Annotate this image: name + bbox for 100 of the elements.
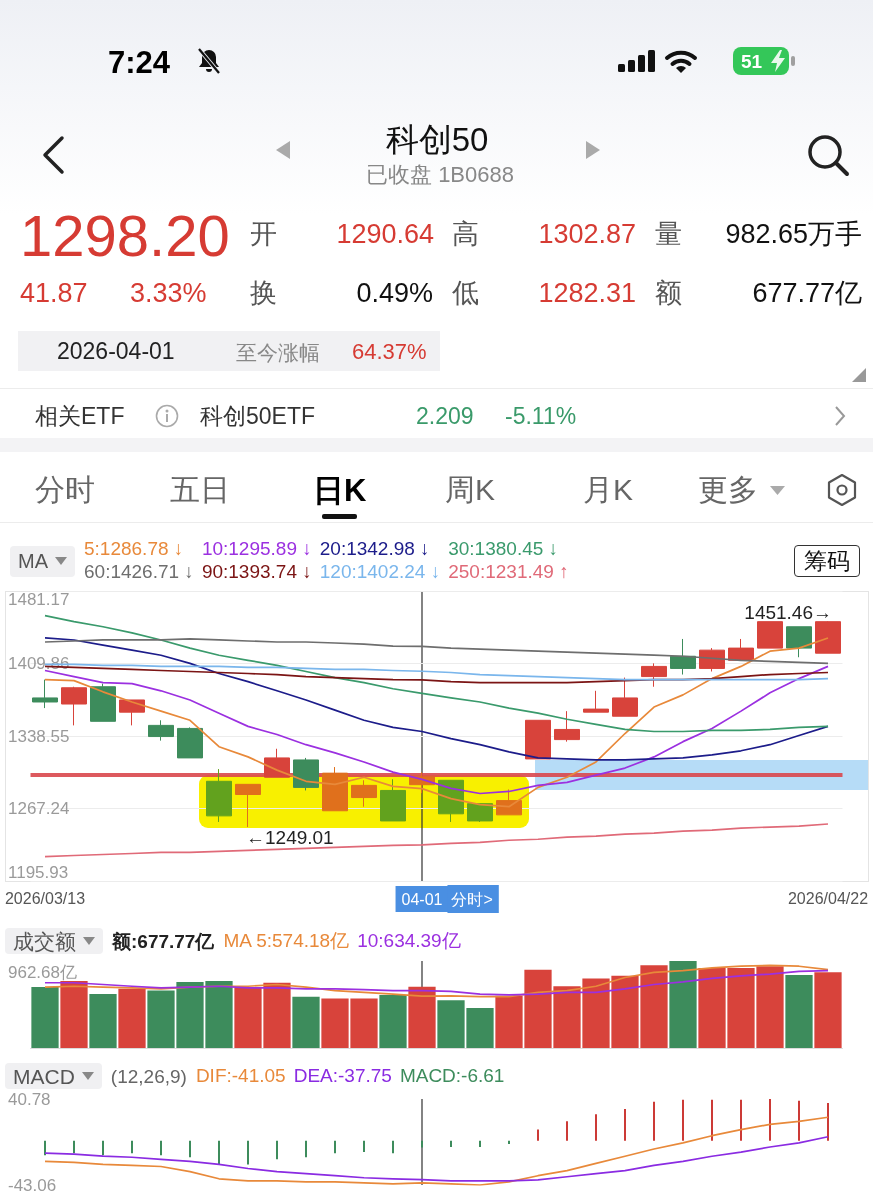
text: 1282.31 [538, 277, 636, 308]
text: 51 [741, 50, 763, 72]
text: 120:1402.24 ↓ [319, 561, 441, 583]
bar [363, 1140, 365, 1153]
text: DIF:-41.05 [195, 1064, 286, 1087]
text: 额:677.77亿 [112, 930, 215, 952]
bar [653, 1101, 655, 1141]
bar [60, 981, 88, 1048]
y-tick-label: 1338.55 [8, 726, 70, 746]
dropdown-button: MA [10, 545, 75, 577]
button: 筹码 [794, 545, 860, 577]
text: 64.37% [352, 339, 427, 364]
text: 677.77亿 [752, 277, 862, 308]
y-tick-label: 1195.93 [8, 863, 69, 882]
text: 2026-04-01 [57, 337, 175, 364]
annotation: 962.68亿 [8, 963, 77, 982]
bar [682, 1099, 684, 1141]
bar [392, 1140, 394, 1154]
bar [292, 996, 320, 1048]
text: 30:1380.45 ↓ [448, 538, 560, 560]
bar [160, 1140, 162, 1156]
series-label: MA 5:574.18亿 [223, 929, 350, 952]
text: 已收盘 1B0688 [366, 162, 514, 187]
bar [44, 1140, 46, 1156]
text: 相关ETF [35, 402, 125, 429]
text: MACD:-6.61 [399, 1064, 505, 1087]
bar [669, 961, 697, 1048]
text: 1302.87 [538, 218, 636, 249]
bar [218, 1140, 220, 1165]
bar [334, 1140, 336, 1154]
text: 周K [445, 473, 496, 506]
bar [814, 972, 842, 1048]
bar [379, 994, 407, 1048]
x-tick-label: 2026/03/13 [4, 889, 86, 907]
text: 分时 [35, 473, 95, 506]
text: 高 [452, 218, 479, 249]
text: 科创50ETF [200, 402, 316, 429]
text: 2.209 [416, 402, 474, 429]
text: 低 [452, 277, 479, 308]
text: 1290.64 [336, 218, 434, 249]
text: 科创50 [385, 120, 489, 158]
text: 20:1342.98 ↓ [319, 538, 431, 560]
text: 10:634.39亿 [357, 929, 461, 952]
annotation: ←1249.01 [246, 826, 334, 848]
text: 额 [655, 277, 682, 308]
text: 982.65万手 [725, 218, 862, 249]
bar [798, 1100, 800, 1141]
text: 60:1426.71 ↓ [84, 561, 194, 583]
bar [131, 1140, 133, 1154]
bar [118, 988, 146, 1048]
text: 250:1231.49 ↑ [448, 561, 569, 583]
text: 5:1286.78 ↓ [84, 538, 185, 560]
text: 开 [250, 218, 277, 249]
bar [73, 1140, 75, 1154]
x-tick-label: 04-01 [401, 890, 443, 908]
bar [189, 1140, 191, 1158]
bar [31, 987, 59, 1048]
text: 7:24 [108, 44, 171, 80]
text: 月K [583, 473, 634, 506]
bar [102, 1140, 104, 1156]
bar [508, 1140, 510, 1144]
x-tick-label: 2026/04/22 [787, 889, 869, 907]
y-tick-label: -43.06 [8, 1175, 57, 1195]
bar [305, 1140, 307, 1158]
bar [479, 1140, 481, 1147]
bar [711, 1099, 713, 1141]
bar [276, 1140, 278, 1160]
bar [421, 1140, 423, 1148]
text: 日K [313, 472, 367, 508]
bar [247, 1140, 249, 1165]
y-tick-label: 40.78 [8, 1089, 51, 1109]
bar [769, 1099, 771, 1141]
text: 90:1393.74 ↓ [201, 561, 312, 583]
y-tick-label: 1481.17 [8, 590, 70, 609]
text: -5.11% [505, 402, 577, 429]
bar [740, 1099, 742, 1141]
bar [89, 994, 117, 1048]
text: 至今涨幅 [236, 340, 320, 364]
bar [595, 1114, 597, 1141]
dropdown-button: MACD [5, 1063, 102, 1089]
bar [537, 1129, 539, 1141]
ref-line-label: 分时> [451, 890, 493, 908]
bar [408, 986, 436, 1048]
text: 换 [250, 277, 277, 308]
bar [785, 974, 813, 1048]
bar [624, 1109, 626, 1141]
bar [450, 1140, 452, 1147]
text: (12,26,9) [110, 1065, 187, 1087]
dropdown-button: 成交额 [5, 928, 103, 954]
text: 10:1295.89 ↓ [201, 538, 312, 560]
text: 更多 [698, 473, 758, 506]
bar [566, 1121, 568, 1141]
text: 五日 [170, 473, 230, 506]
text: 41.87 [20, 277, 88, 308]
text: 3.33% [130, 277, 207, 308]
text: 量 [655, 218, 682, 249]
text: DEA:-37.75 [293, 1064, 392, 1087]
annotation: 1451.46→ [744, 601, 832, 623]
bar [827, 1102, 829, 1141]
text: 1298.20 [20, 203, 230, 268]
